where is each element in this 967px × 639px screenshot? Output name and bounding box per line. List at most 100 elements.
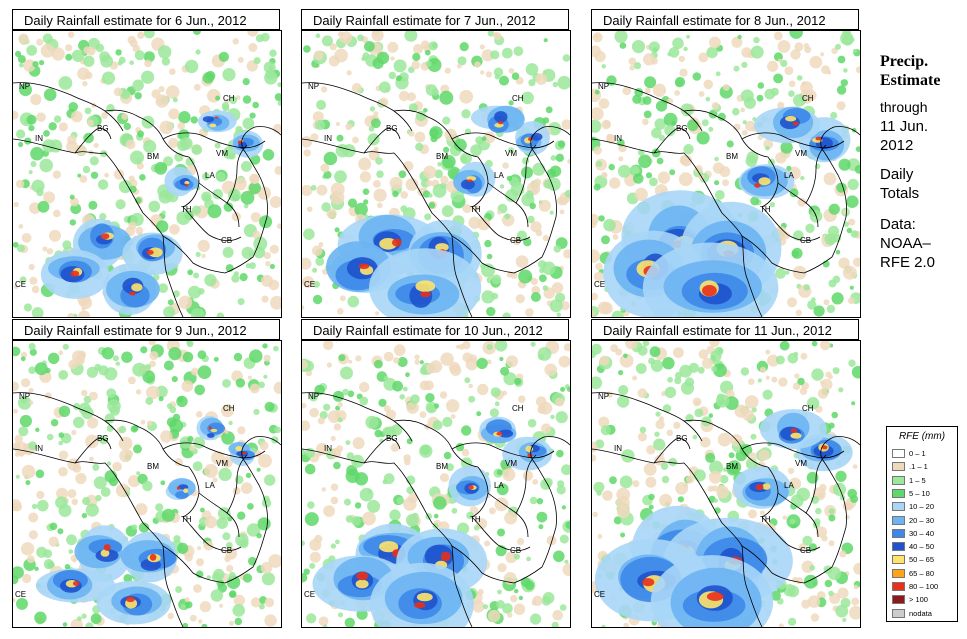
country-label: BG	[97, 124, 109, 133]
rainfall-field: NP IN BG BM CH LA VM TH CB CE	[302, 31, 570, 317]
legend-label: 0 – 1	[909, 449, 926, 458]
country-label: BG	[386, 124, 398, 133]
caption-daily-line1: Daily	[880, 166, 914, 183]
country-label: CE	[304, 590, 315, 599]
country-label: CB	[800, 236, 811, 245]
country-label: NP	[19, 392, 30, 401]
heavy-rain-layer	[40, 110, 264, 315]
country-boundaries	[592, 392, 860, 627]
legend-swatch	[892, 488, 905, 498]
country-label: CE	[304, 280, 315, 289]
country-boundaries	[302, 82, 570, 317]
legend-label: 30 – 40	[909, 528, 935, 538]
legend-item: .1 – 1	[892, 462, 928, 472]
country-label: CH	[512, 94, 524, 103]
country-label: TH	[760, 205, 771, 214]
legend-swatch	[892, 515, 905, 525]
legend-item: 0 – 1	[892, 449, 926, 459]
legend-item: 40 – 50	[892, 542, 934, 552]
caption-date-line2: 2012	[880, 137, 914, 154]
country-label: NP	[308, 392, 319, 401]
country-label: NP	[19, 82, 30, 91]
legend-label: 10 – 20	[909, 502, 935, 512]
caption-daily-line2: Totals	[880, 185, 920, 202]
country-label: CE	[594, 280, 605, 289]
rainfall-map: NP IN BG BM CH LA VM TH CB CE	[12, 340, 282, 628]
country-label: CB	[221, 546, 232, 555]
rfe-legend: RFE (mm) 0 – 1 .1 – 1 1 – 5 5 – 10 10 – 20 20…	[886, 426, 958, 622]
legend-swatch	[892, 475, 905, 485]
caption-title-line2: Estimate	[880, 72, 941, 89]
country-label: LA	[494, 481, 504, 490]
country-label: NP	[598, 82, 609, 91]
rainfall-field: NP IN BG BM CH LA VM TH CB CE	[13, 31, 281, 317]
country-label: CE	[15, 280, 26, 289]
country-boundaries	[13, 392, 281, 627]
panel-title: Daily Rainfall estimate for 7 Jun., 2012	[301, 9, 569, 30]
country-label: NP	[308, 82, 319, 91]
heavy-rain-layer	[312, 416, 553, 627]
country-label: TH	[760, 515, 771, 524]
caption-through: through	[880, 99, 928, 115]
country-label: CB	[800, 546, 811, 555]
country-label: VM	[505, 459, 517, 468]
country-label: CB	[510, 236, 521, 245]
country-label: CH	[223, 404, 235, 413]
country-label: IN	[614, 134, 622, 143]
country-label: CE	[594, 590, 605, 599]
legend-swatch	[892, 555, 905, 565]
heavy-rain-layer	[35, 415, 255, 625]
country-label: VM	[795, 459, 807, 468]
legend-swatch	[892, 582, 905, 591]
legend-swatch	[892, 528, 905, 538]
legend-label: 80 – 100	[909, 582, 939, 591]
legend-label: > 100	[909, 595, 928, 605]
map-panel-11-jun: Daily Rainfall estimate for 11 Jun., 201…	[591, 319, 861, 628]
country-label: CE	[15, 590, 26, 599]
legend-item: 20 – 30	[892, 515, 935, 526]
country-label: NP	[598, 392, 609, 401]
country-boundaries	[592, 82, 860, 317]
caption-data-line1: Data:	[880, 216, 916, 233]
country-boundaries	[13, 82, 281, 317]
country-label: VM	[216, 459, 228, 468]
heavy-rain-layer	[603, 106, 851, 317]
panel-title: Daily Rainfall estimate for 9 Jun., 2012	[12, 319, 280, 340]
panel-title: Daily Rainfall estimate for 8 Jun., 2012	[591, 9, 859, 30]
country-label: CH	[512, 404, 524, 413]
legend-label: 65 – 80	[909, 568, 935, 578]
country-label: BM	[436, 462, 448, 471]
country-boundaries	[302, 392, 570, 627]
country-label: BM	[726, 152, 738, 161]
country-label: LA	[494, 171, 504, 180]
legend-swatch	[892, 502, 905, 512]
legend-item: nodata	[892, 608, 932, 619]
map-panel-8-jun: Daily Rainfall estimate for 8 Jun., 2012…	[591, 9, 861, 318]
panel-title: Daily Rainfall estimate for 10 Jun., 201…	[301, 319, 569, 340]
rainfall-map: NP IN BG BM CH LA VM TH CB CE	[591, 30, 861, 318]
caption-date-line1: 11 Jun.	[880, 118, 929, 135]
country-label: VM	[795, 149, 807, 158]
rainfall-field: NP IN BG BM CH LA VM TH CB CE	[302, 341, 570, 627]
side-caption: Precip. Estimate through 11 Jun. 2012 Da…	[880, 52, 940, 272]
country-label: IN	[614, 444, 622, 453]
country-label: BG	[97, 434, 109, 443]
legend-item: > 100	[892, 595, 928, 605]
legend-item: 50 – 65	[892, 555, 934, 565]
map-panel-6-jun: Daily Rainfall estimate for 6 Jun., 2012…	[12, 9, 282, 318]
country-label: VM	[505, 149, 517, 158]
rainfall-map: NP IN BG BM CH LA VM TH CB CE	[301, 340, 571, 628]
caption-data-line2: NOAA–	[880, 235, 931, 252]
country-label: CH	[802, 404, 814, 413]
heavy-rain-layer	[594, 409, 853, 627]
country-label: LA	[784, 481, 794, 490]
country-label: BM	[436, 152, 448, 161]
legend-swatch	[892, 595, 905, 605]
legend-label: 50 – 65	[909, 555, 935, 565]
legend-label: .1 – 1	[909, 462, 928, 472]
legend-swatch	[892, 462, 905, 472]
rainfall-map: NP IN BG BM CH LA VM TH CB CE	[301, 30, 571, 318]
rainfall-map: NP IN BG BM CH LA VM TH CB CE	[12, 30, 282, 318]
legend-swatch	[892, 542, 905, 552]
legend-label: 20 – 30	[909, 515, 935, 525]
